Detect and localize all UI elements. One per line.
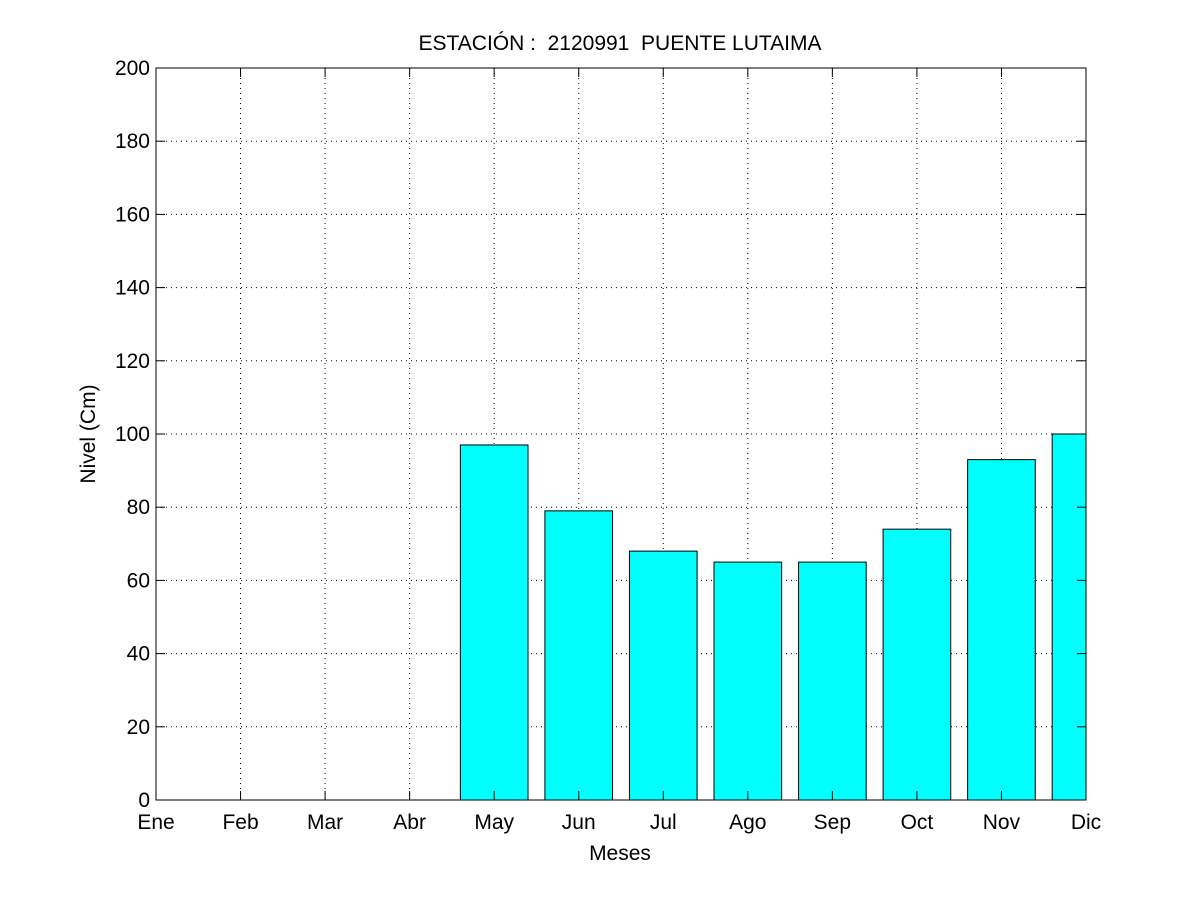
- y-tick-label: 100: [115, 423, 150, 446]
- bar-may: [459, 444, 529, 801]
- y-tick-label: 20: [127, 716, 150, 739]
- y-tick-label: 200: [115, 57, 150, 80]
- y-tick-label: 40: [127, 643, 150, 666]
- bar-nov: [967, 459, 1036, 801]
- y-tick-label: 140: [115, 277, 150, 300]
- bar-dic: [1051, 433, 1087, 801]
- bar-oct: [882, 528, 952, 801]
- x-tick-label: Abr: [393, 811, 426, 834]
- chart-title: ESTACIÓN : 2120991 PUENTE LUTAIMA: [418, 32, 821, 55]
- y-tick-label: 80: [127, 496, 150, 519]
- axis-ticks: [155, 67, 1087, 801]
- x-tick-label: Mar: [307, 811, 343, 834]
- x-tick-label: Nov: [983, 811, 1021, 834]
- y-axis-tick-labels: 0 20 40 60 80 100 120 140 160 180 200: [115, 57, 150, 812]
- y-tick-label: 120: [115, 350, 150, 373]
- x-tick-label: May: [474, 811, 514, 834]
- bar-series: [459, 433, 1087, 801]
- y-tick-label: 60: [127, 569, 150, 592]
- bar-jul: [628, 550, 698, 801]
- x-tick-label: Jun: [562, 811, 596, 834]
- x-tick-label: Ago: [729, 811, 766, 834]
- bar-sep: [798, 561, 867, 801]
- bar-jun: [544, 510, 614, 801]
- y-tick-label: 180: [115, 130, 150, 153]
- x-axis-tick-labels: Ene Feb Mar Abr May Jun Jul Ago Sep Oct Nov Dic: [137, 811, 1101, 834]
- x-tick-label: Oct: [901, 811, 934, 834]
- x-tick-label: Jul: [650, 811, 677, 834]
- y-tick-label: 160: [115, 203, 150, 226]
- y-tick-label: 0: [138, 789, 150, 812]
- x-axis-label: Meses: [589, 842, 651, 865]
- x-tick-label: Ene: [137, 811, 174, 834]
- x-tick-label: Feb: [222, 811, 258, 834]
- x-tick-label: Dic: [1071, 811, 1101, 834]
- y-axis-label: Nivel (Cm): [77, 384, 100, 483]
- x-tick-label: Sep: [814, 811, 851, 834]
- bar-ago: [713, 561, 783, 801]
